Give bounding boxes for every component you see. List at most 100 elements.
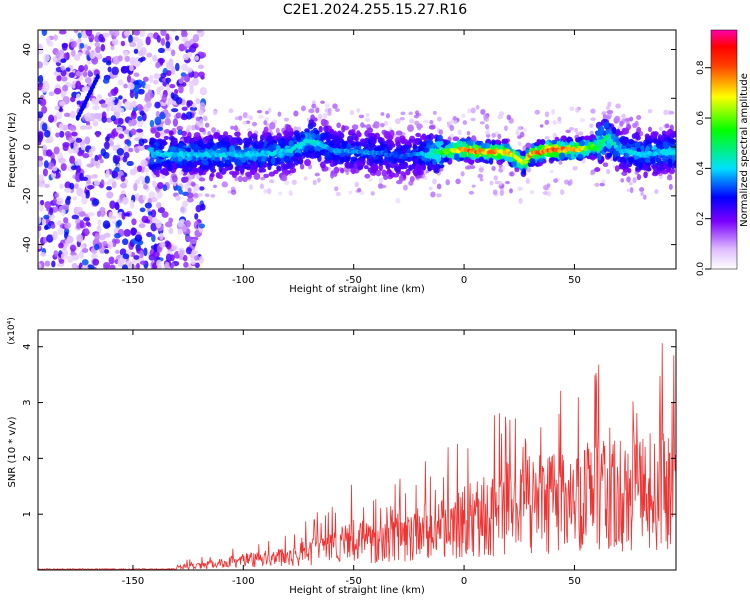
- spectrogram-cell: [99, 158, 104, 164]
- spectrogram-cell: [668, 183, 673, 190]
- spectrogram-cell: [114, 233, 121, 239]
- spectrogram-cell: [252, 144, 259, 149]
- spectrogram-cell: [289, 167, 297, 174]
- spectrogram-cell: [244, 141, 251, 148]
- spectrogram-cell: [68, 72, 76, 78]
- spectrogram-cell: [152, 79, 159, 85]
- spectrogram-cell: [470, 117, 476, 122]
- spectrogram-cell: [176, 125, 183, 131]
- spectrogram-cell: [575, 137, 580, 143]
- spectrogram-cell: [105, 169, 110, 179]
- spectrogram-cell: [210, 194, 216, 198]
- spectrogram-cell: [130, 227, 137, 236]
- spectrogram-cell: [43, 160, 49, 169]
- spectrogram-cell: [60, 58, 67, 64]
- spectrogram-cell: [507, 156, 513, 163]
- spectrogram-cell: [116, 144, 121, 149]
- spectrogram-cell: [197, 141, 204, 148]
- spectrogram-cell: [85, 49, 90, 56]
- spectrogram-cell: [479, 178, 484, 182]
- spectrogram-cell: [58, 123, 64, 131]
- spectrogram-cell: [672, 154, 676, 161]
- spectrogram-cell: [258, 114, 264, 119]
- spectrogram-cell: [530, 190, 535, 195]
- spectrogram-cell: [71, 131, 78, 137]
- spectrogram-cell: [55, 132, 60, 138]
- spectrogram-cell: [69, 182, 75, 190]
- spectrogram-x-tick-label: -50: [346, 275, 362, 286]
- spectrogram-cell: [88, 148, 93, 158]
- spectrogram-cell: [283, 117, 290, 122]
- spectrogram-cell: [345, 153, 351, 161]
- spectrogram-cell: [97, 53, 103, 60]
- spectrogram-cell: [38, 174, 44, 182]
- spectrogram-cell: [329, 133, 336, 140]
- spectrogram-cell: [189, 138, 196, 143]
- spectrogram-cell: [579, 118, 585, 123]
- spectrogram-cell: [192, 160, 198, 168]
- spectrogram-cell: [137, 115, 143, 122]
- snr-series-line: [38, 343, 676, 570]
- spectrogram-cell: [133, 182, 138, 191]
- spectrogram-cell: [79, 211, 86, 217]
- spectrogram-cell: [395, 139, 400, 147]
- spectrogram-cell: [45, 36, 51, 45]
- spectrogram-cell: [624, 117, 631, 122]
- spectrogram-cell: [654, 189, 659, 194]
- spectrogram-cell: [58, 30, 67, 35]
- spectrogram-cell: [186, 192, 194, 199]
- spectrogram-cell: [152, 250, 160, 258]
- spectrogram-cell: [185, 111, 193, 120]
- spectrogram-cell: [96, 210, 102, 218]
- spectrogram-cell: [187, 125, 192, 130]
- spectrogram-cell: [232, 137, 239, 144]
- spectrogram-cell: [647, 167, 652, 172]
- spectrogram-cell: [96, 224, 102, 234]
- spectrogram-cell: [107, 241, 114, 250]
- spectrogram-cell: [560, 189, 565, 196]
- spectrogram-cell: [480, 143, 487, 149]
- spectrogram-cell: [79, 42, 85, 49]
- spectrogram-cell: [348, 130, 353, 136]
- spectrogram-cell: [599, 182, 605, 187]
- spectrogram-cell: [652, 169, 659, 175]
- spectrogram-cell: [87, 70, 93, 78]
- spectrogram-cell: [58, 157, 66, 164]
- spectrogram-cell: [92, 258, 100, 266]
- spectrogram-cell: [554, 136, 560, 142]
- spectrogram-cell: [102, 32, 110, 38]
- spectrogram-cell: [123, 212, 131, 217]
- spectrogram-cell: [157, 206, 165, 214]
- spectrogram-cell: [78, 65, 85, 72]
- spectrogram-cell: [252, 135, 258, 143]
- spectrogram-cell: [233, 125, 239, 132]
- spectrogram-cell: [428, 124, 436, 130]
- spectrogram-cell: [183, 261, 189, 268]
- spectrogram-cell: [149, 92, 154, 99]
- spectrogram-cell: [100, 103, 108, 108]
- spectrogram-cell: [77, 32, 82, 39]
- spectrogram-cell: [318, 125, 323, 133]
- snr-x-tick-label: -100: [232, 576, 255, 587]
- spectrogram-cell: [227, 190, 232, 194]
- spectrogram-cell: [81, 265, 89, 269]
- spectrogram-cell: [430, 191, 436, 198]
- snr-x-axis-label: Height of straight line (km): [289, 585, 425, 596]
- spectrogram-cell: [92, 174, 98, 179]
- spectrogram-cell: [178, 142, 184, 149]
- spectrogram-cell: [108, 211, 113, 220]
- spectrogram-cell: [169, 83, 176, 89]
- spectrogram-cell: [181, 106, 188, 111]
- spectrogram-cell: [263, 120, 268, 126]
- spectrogram-cell: [41, 122, 48, 132]
- spectrogram-cell: [43, 53, 50, 62]
- spectrogram-cell: [364, 173, 371, 179]
- spectrogram-cell: [70, 96, 76, 103]
- spectrogram-cell: [467, 139, 474, 147]
- spectrogram-cell: [155, 219, 162, 229]
- spectrogram-cell: [198, 177, 206, 182]
- spectrogram-cell: [133, 30, 141, 36]
- spectrogram-cell: [165, 221, 173, 228]
- spectrogram-cell: [75, 137, 83, 143]
- spectrogram-cell: [565, 129, 571, 134]
